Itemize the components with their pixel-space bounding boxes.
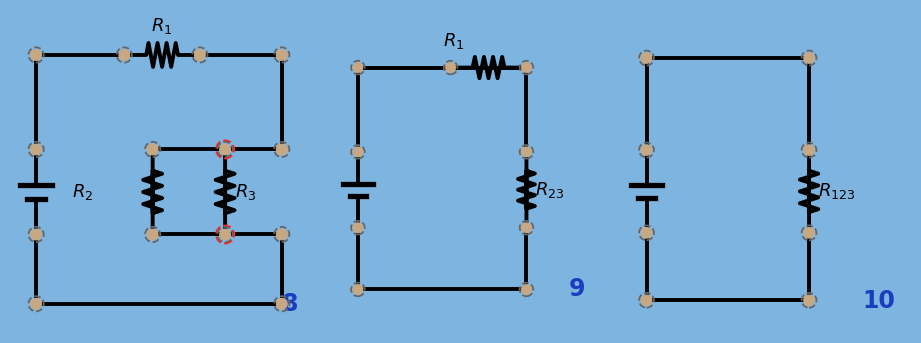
Circle shape	[521, 285, 531, 294]
Circle shape	[147, 144, 157, 155]
Circle shape	[641, 145, 652, 155]
Circle shape	[147, 229, 157, 240]
Circle shape	[30, 50, 41, 60]
Text: $R_2$: $R_2$	[72, 182, 93, 202]
Circle shape	[30, 144, 41, 155]
Circle shape	[276, 229, 287, 240]
Circle shape	[194, 50, 205, 60]
Circle shape	[641, 228, 652, 238]
Text: 8: 8	[281, 292, 297, 316]
Circle shape	[353, 147, 363, 156]
Circle shape	[220, 229, 230, 240]
Circle shape	[276, 144, 287, 155]
Circle shape	[804, 53, 814, 63]
Circle shape	[353, 223, 363, 233]
Circle shape	[276, 50, 287, 60]
Text: $R_{123}$: $R_{123}$	[818, 181, 856, 201]
Text: $R_1$: $R_1$	[443, 31, 464, 51]
Circle shape	[353, 285, 363, 294]
Circle shape	[641, 295, 652, 306]
Circle shape	[804, 145, 814, 155]
Text: $R_1$: $R_1$	[151, 16, 173, 36]
Circle shape	[521, 147, 531, 156]
Text: $R_3$: $R_3$	[235, 182, 256, 202]
Circle shape	[220, 144, 230, 155]
Text: 9: 9	[569, 277, 586, 301]
Circle shape	[446, 63, 455, 72]
Circle shape	[119, 50, 130, 60]
Text: $R_{23}$: $R_{23}$	[535, 180, 565, 200]
Circle shape	[276, 298, 287, 309]
Circle shape	[641, 53, 652, 63]
Circle shape	[521, 63, 531, 72]
Circle shape	[804, 295, 814, 306]
Circle shape	[30, 229, 41, 240]
Circle shape	[30, 298, 41, 309]
Circle shape	[521, 223, 531, 233]
Circle shape	[353, 63, 363, 72]
Text: 10: 10	[862, 288, 895, 312]
Circle shape	[804, 228, 814, 238]
